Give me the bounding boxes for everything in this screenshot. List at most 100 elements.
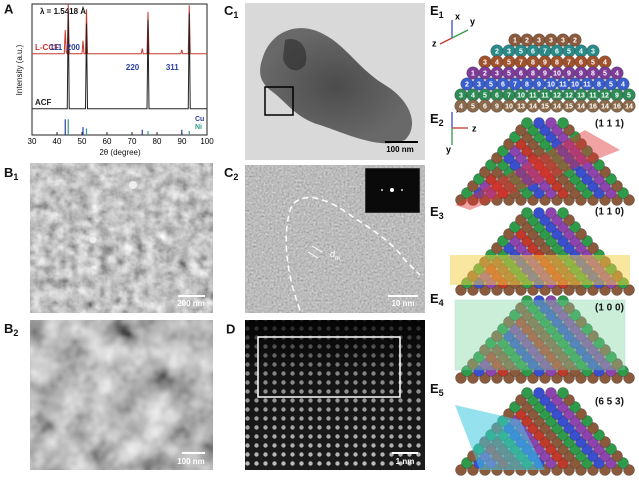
- crystal-plane: [454, 299, 626, 371]
- atom-count: 11: [583, 81, 591, 88]
- atom-count: 15: [565, 103, 573, 110]
- atom-count: 8: [597, 81, 601, 88]
- atom: [521, 387, 533, 399]
- x-tick-label: 60: [103, 137, 112, 146]
- axis-label: z: [432, 38, 437, 48]
- atom-count: 9: [543, 70, 547, 77]
- atom-count: 3: [507, 48, 511, 55]
- atom-count: 10: [505, 103, 513, 110]
- x-tick-label: 30: [28, 137, 37, 146]
- atom-count: 14: [529, 103, 537, 110]
- panel-label: A: [4, 1, 14, 16]
- atom-count: 4: [603, 59, 607, 66]
- atom: [557, 387, 569, 399]
- panel-sub: 1: [13, 172, 18, 182]
- x-tick-label: 50: [78, 137, 87, 146]
- panel-label: E3: [430, 204, 444, 221]
- atom-count: 5: [603, 70, 607, 77]
- x-tick-label: 70: [128, 137, 137, 146]
- atom: [545, 295, 557, 307]
- panel-label: D: [226, 321, 235, 336]
- particle: [89, 236, 97, 244]
- peak-label: 311: [166, 63, 179, 72]
- atom-count: 10: [547, 81, 555, 88]
- zoom-box: [264, 86, 294, 116]
- atom-count: 5: [567, 48, 571, 55]
- atom-count: 1: [513, 37, 517, 44]
- axis-label: y: [470, 16, 475, 26]
- x-tick-label: 100: [200, 137, 214, 146]
- atom-count: 1: [471, 70, 475, 77]
- atom: [616, 77, 630, 91]
- atom-count: 5: [609, 81, 613, 88]
- atom-count: 16: [613, 103, 621, 110]
- y-axis-label: Intensity (a.u.): [15, 44, 24, 95]
- atom-count: 2: [525, 37, 529, 44]
- atom-count: 8: [591, 70, 595, 77]
- crystal-plane: [455, 405, 545, 470]
- atom-count: 3: [561, 37, 565, 44]
- xrd-chart: λ = 1.5418 Å 2θ (degree) Intensity (a.u.…: [15, 3, 214, 157]
- atom-count: 10: [571, 81, 579, 88]
- atom-count: 3: [537, 37, 541, 44]
- series-label: L-CCF: [35, 43, 59, 52]
- particle-aggregate: [283, 39, 307, 71]
- scale-bar-label: 1 nm: [396, 457, 415, 466]
- scale-bar-label: 100 nm: [386, 145, 414, 154]
- atom-count: 2: [465, 81, 469, 88]
- atom: [568, 33, 582, 47]
- atom-count: 8: [531, 59, 535, 66]
- atom-count: 2: [495, 48, 499, 55]
- panel-sub: 3: [439, 211, 444, 221]
- panel-sub: 2: [233, 172, 238, 182]
- wavelength-label: λ = 1.5418 Å: [40, 7, 86, 16]
- panel-letter: E: [430, 204, 439, 219]
- atom-count: 6: [531, 48, 535, 55]
- atom: [521, 207, 533, 219]
- atom: [521, 295, 533, 307]
- panel-letter: C: [224, 3, 234, 18]
- atom-count: 7: [513, 81, 517, 88]
- plane-label: (6 5 3): [595, 397, 624, 408]
- atom: [557, 207, 569, 219]
- atom-count: 10: [553, 70, 561, 77]
- scale-bar-label: 10 nm: [391, 299, 414, 308]
- atom-count: 9: [495, 103, 499, 110]
- spacing-sub: m: [335, 256, 340, 262]
- panel-sub: 5: [439, 388, 444, 398]
- particle: [129, 181, 137, 189]
- atom-count: 4: [459, 103, 463, 110]
- plane-label: (1 1 0): [595, 207, 624, 218]
- atom-count: 7: [543, 48, 547, 55]
- panel-label: E5: [430, 381, 444, 398]
- series-line: [32, 10, 207, 110]
- x-tick-label: 90: [178, 137, 187, 146]
- panel-label: E4: [430, 291, 444, 308]
- sem-image: [30, 320, 213, 470]
- axis-arrow: [439, 37, 453, 45]
- panel-sub: 1: [439, 10, 444, 20]
- atom-count: 8: [555, 59, 559, 66]
- atom-count: 4: [579, 48, 583, 55]
- reference-label: Ni: [195, 124, 202, 131]
- atom-count: 5: [471, 103, 475, 110]
- atom-count: 8: [531, 70, 535, 77]
- atom-count: 6: [579, 59, 583, 66]
- atom-count: 9: [537, 81, 541, 88]
- peak-label: 111: [50, 43, 63, 52]
- fft-spot: [390, 188, 394, 192]
- atom-count: 9: [567, 70, 571, 77]
- atom: [533, 207, 545, 219]
- panel-label: C1: [224, 3, 238, 20]
- atom-count: 11: [529, 92, 537, 99]
- atom-count: 5: [627, 92, 631, 99]
- atom-count: 4: [621, 81, 625, 88]
- atom-count: 7: [519, 59, 523, 66]
- panel-letter: E: [430, 111, 439, 126]
- fft-spot: [401, 189, 403, 191]
- spacing-main: d: [330, 249, 336, 259]
- atom-count: 3: [549, 37, 553, 44]
- atom-count: 14: [625, 103, 633, 110]
- panel-letter: E: [430, 291, 439, 306]
